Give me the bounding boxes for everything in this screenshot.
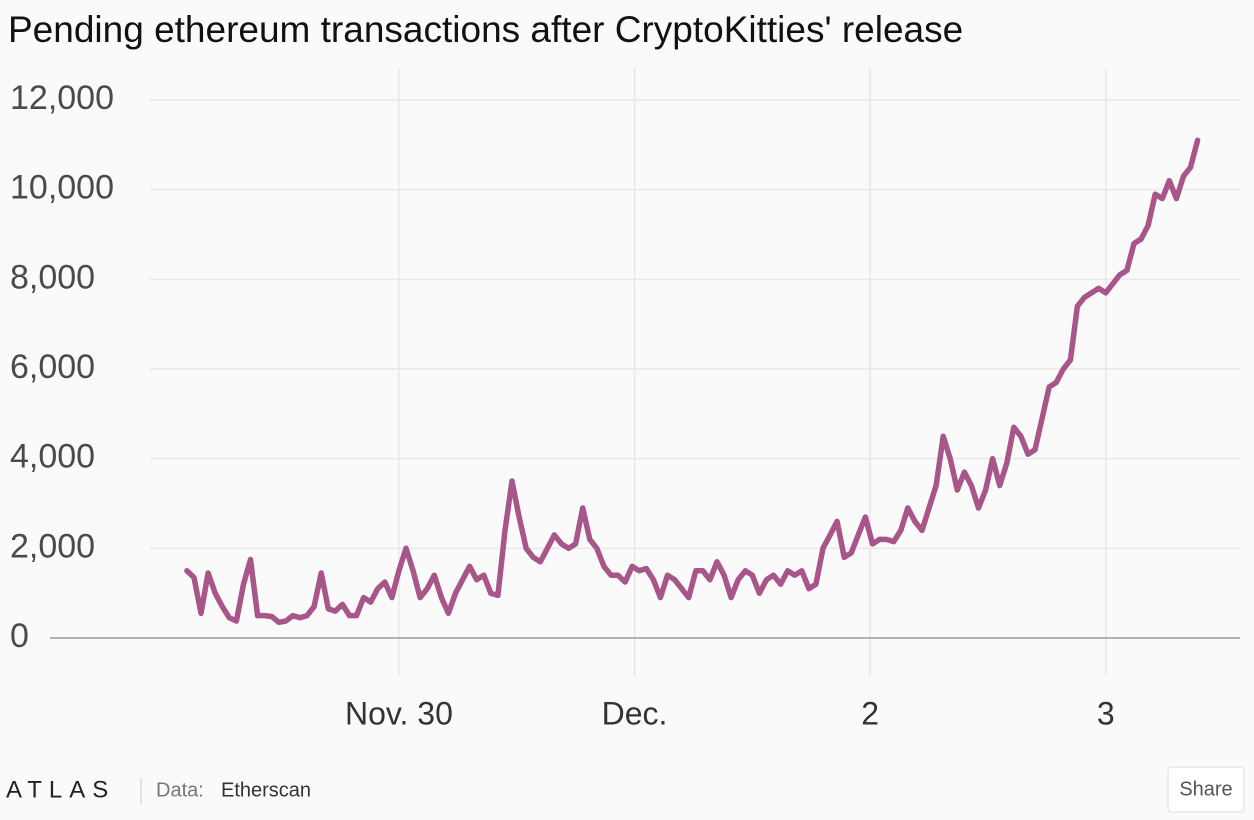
y-tick-label: 0 <box>10 617 29 655</box>
source: Etherscan <box>221 779 311 801</box>
source-label: Data: <box>156 779 204 801</box>
x-tick-label: 2 <box>861 695 879 731</box>
y-tick-label: 6,000 <box>10 348 95 386</box>
y-tick-label: 8,000 <box>10 258 95 296</box>
plot <box>50 68 1240 676</box>
line <box>184 137 1201 626</box>
y-tick-label: 10,000 <box>10 169 114 207</box>
y-tick-label: 12,000 <box>10 79 114 117</box>
logo: ATLAS <box>6 776 115 803</box>
share-label[interactable]: Share <box>1179 778 1232 800</box>
y-tick-label: 4,000 <box>10 438 95 476</box>
chart-title: Pending ethereum transactions after Cryp… <box>8 9 963 50</box>
y-tick-label: 2,000 <box>10 527 95 565</box>
share-button[interactable] <box>1167 766 1245 813</box>
x-tick-label: Nov. 30 <box>345 695 453 731</box>
x-tick-label: Dec. <box>602 695 668 731</box>
x-tick-label: 3 <box>1097 695 1115 731</box>
